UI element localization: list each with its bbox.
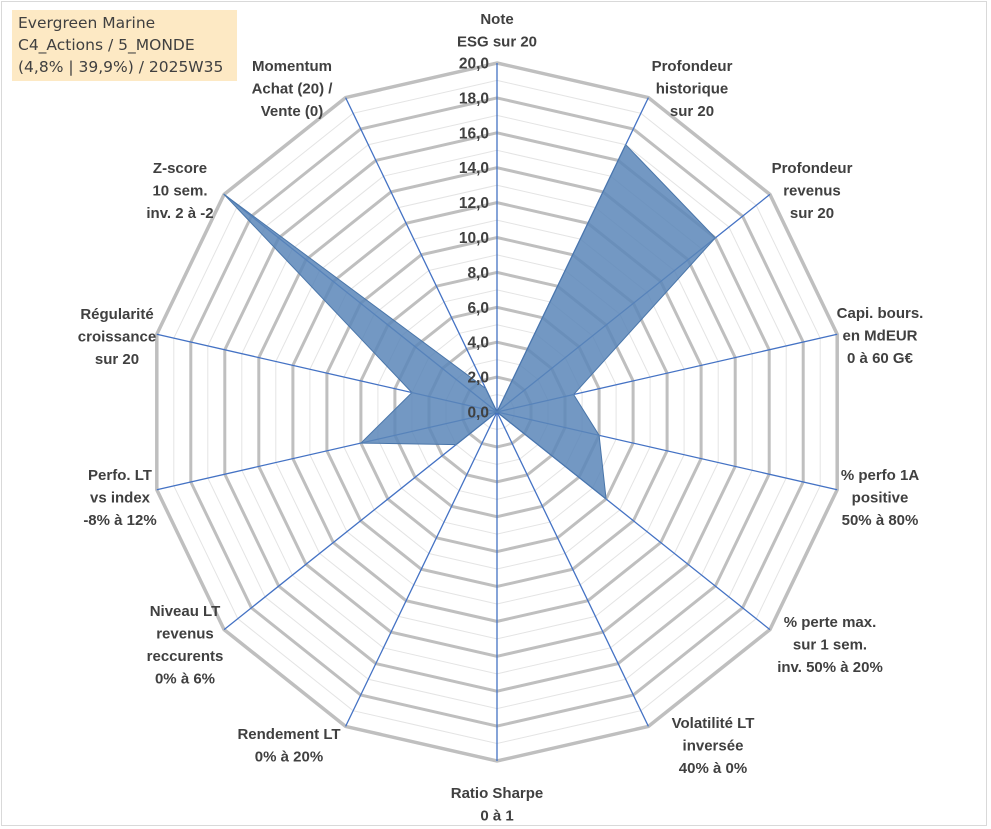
axis-label-line: Profondeur xyxy=(652,58,733,75)
axis-label-line: Rendement LT xyxy=(237,726,340,743)
tick-label: 12,0 xyxy=(459,195,489,212)
axis-label-line: 0 à 1 xyxy=(480,808,513,825)
axis-label-line: % perte max. xyxy=(784,614,877,631)
tick-label: 20,0 xyxy=(459,56,489,73)
axis-spoke xyxy=(345,411,498,727)
axis-label-line: revenus xyxy=(783,183,841,200)
axis-spoke xyxy=(223,411,498,631)
data-point xyxy=(598,434,600,437)
tick-label: 2,0 xyxy=(467,370,489,387)
axis-label-line: 0 à 60 G€ xyxy=(847,350,914,367)
axis-label: % perfo 1A positive 50% à 80% xyxy=(841,467,920,529)
data-point xyxy=(360,442,362,444)
axis-label: Note ESG sur 20 xyxy=(457,11,537,51)
series-area xyxy=(223,143,717,501)
axis-label-line: reccurents xyxy=(147,648,224,665)
axis-label: Volatilité LT inversée 40% à 0% xyxy=(672,715,755,777)
axis-label-line: 10 sem. xyxy=(152,183,207,200)
axis-label-line: inversée xyxy=(683,738,744,755)
axis-label: Ratio Sharpe 0 à 1 xyxy=(451,785,544,825)
axis-label-line: croissance xyxy=(78,329,156,346)
axis-label: Profondeur revenus sur 20 xyxy=(772,160,853,222)
tick-label: 6,0 xyxy=(467,300,489,317)
axis-label-line: 40% à 0% xyxy=(679,760,747,777)
axis-label-line: Ratio Sharpe xyxy=(451,785,544,802)
axis-label-line: Perfo. LT xyxy=(88,467,152,484)
axis-label-line: Momentum xyxy=(252,58,332,75)
axis-label-line: Capi. bours. xyxy=(837,305,924,322)
axis-label-line: vs index xyxy=(90,490,151,507)
data-point xyxy=(572,393,575,396)
axis-label-line: ESG sur 20 xyxy=(457,34,537,51)
axis-label-line: positive xyxy=(852,490,909,507)
axis-label-line: Régularité xyxy=(80,306,153,323)
axis-label-line: 0% à 20% xyxy=(255,749,323,766)
axis-label: Perfo. LT vs index -8% à 12% xyxy=(83,467,156,529)
axis-label: Régularité croissance sur 20 xyxy=(78,306,156,368)
axis-label-line: Achat (20) / xyxy=(252,81,334,98)
axis-label-line: Volatilité LT xyxy=(672,715,755,732)
tick-labels: 0,0 2,0 4,0 6,0 8,0 10,0 12,0 14,0 16,0 18,0 20,0 xyxy=(459,56,489,422)
axis-label-line: -8% à 12% xyxy=(83,512,156,529)
data-point xyxy=(411,391,413,394)
axis-spoke xyxy=(496,411,649,727)
tick-label: 0,0 xyxy=(467,405,489,422)
axis-label: Profondeur historique sur 20 xyxy=(652,58,733,120)
axis-label-line: en MdEUR xyxy=(843,328,918,345)
axis-label: % perte max. sur 1 sem. inv. 50% à 20% xyxy=(777,614,883,676)
tick-label: 10,0 xyxy=(459,230,489,247)
axis-label-line: 50% à 80% xyxy=(842,512,919,529)
axis-label-line: inv. 2 à -2 xyxy=(146,205,213,222)
axis-label: Rendement LT 0% à 20% xyxy=(237,726,340,766)
info-category: C4_Actions / 5_MONDE xyxy=(18,36,195,54)
axis-label-line: Z-score xyxy=(153,160,207,177)
axis-label-line: 0% à 6% xyxy=(155,671,215,688)
axis-label-line: inv. 50% à 20% xyxy=(777,659,883,676)
info-box: Evergreen Marine C4_Actions / 5_MONDE (4… xyxy=(12,10,237,81)
axis-label-line: Profondeur xyxy=(772,160,853,177)
data-point xyxy=(496,411,498,413)
axis-label-line: historique xyxy=(656,81,729,98)
axis-label-line: revenus xyxy=(156,626,214,643)
axis-label-line: % perfo 1A xyxy=(841,467,920,484)
data-point xyxy=(624,143,627,146)
axis-label-line: sur 1 sem. xyxy=(793,637,867,654)
tick-label: 14,0 xyxy=(459,160,489,177)
axis-label: Z-score 10 sem. inv. 2 à -2 xyxy=(146,160,213,222)
axis-label: Capi. bours. en MdEUR 0 à 60 G€ xyxy=(837,305,924,367)
tick-label: 8,0 xyxy=(467,265,489,282)
data-point xyxy=(714,237,717,239)
data-point xyxy=(605,498,607,500)
tick-label: 18,0 xyxy=(459,90,489,107)
axis-label-line: sur 20 xyxy=(790,205,834,222)
axis-labels: Note ESG sur 20 Profondeur historique sur 20… xyxy=(78,11,924,825)
axis-spoke xyxy=(345,97,498,413)
data-point xyxy=(455,443,457,446)
info-company: Evergreen Marine xyxy=(18,14,156,32)
axis-label-line: Vente (0) xyxy=(261,103,324,120)
info-stats: (4,8% | 39,9%) / 2025W35 xyxy=(18,58,224,76)
axis-label: Niveau LT revenus reccurents 0% à 6% xyxy=(147,603,224,688)
axis-label: Momentum Achat (20) / Vente (0) xyxy=(252,58,334,120)
tick-label: 16,0 xyxy=(459,125,489,142)
data-point xyxy=(223,193,225,196)
data-point xyxy=(484,387,487,390)
tick-label: 4,0 xyxy=(467,335,489,352)
axis-label-line: Niveau LT xyxy=(150,603,221,620)
axis-label-line: sur 20 xyxy=(670,103,714,120)
axis-label-line: Note xyxy=(480,11,513,28)
axis-label-line: sur 20 xyxy=(95,351,139,368)
